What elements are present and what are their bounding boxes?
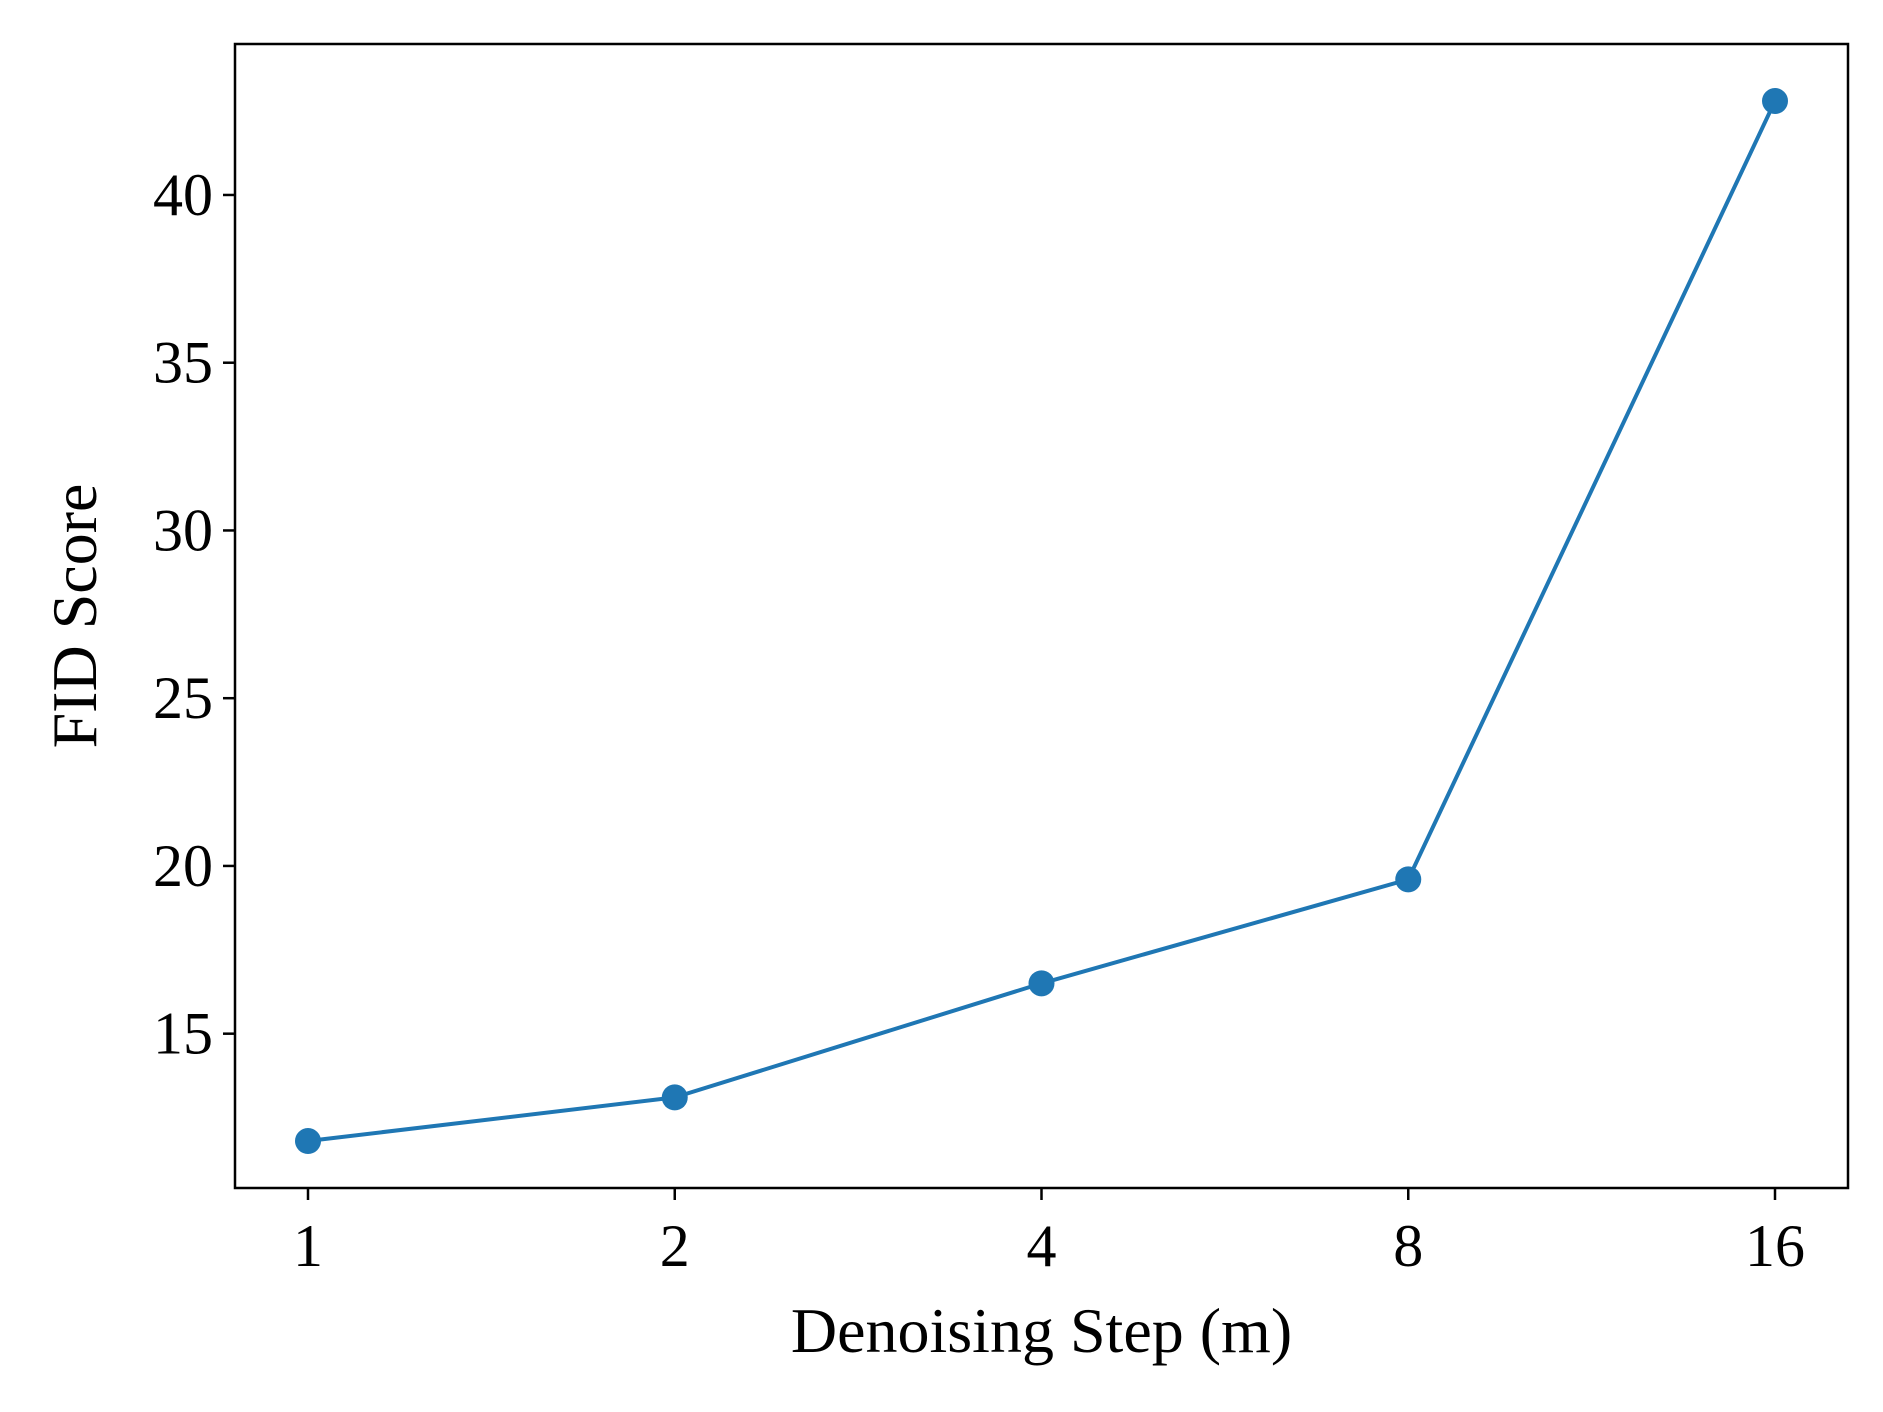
x-tick-label: 8: [1393, 1213, 1423, 1279]
y-axis-ticks: 15 20 25 30 35 40: [153, 162, 235, 1067]
y-tick-label: 30: [153, 497, 213, 563]
x-tick-label: 1: [293, 1213, 323, 1279]
y-axis-label: FID Score: [39, 484, 110, 749]
y-tick-label: 25: [153, 665, 213, 731]
data-point: [1395, 866, 1422, 893]
x-tick-label: 4: [1027, 1213, 1057, 1279]
data-point: [661, 1084, 688, 1111]
x-tick-label: 16: [1745, 1213, 1805, 1279]
y-tick-label: 35: [153, 330, 213, 396]
x-axis-label: Denoising Step (m): [791, 1295, 1292, 1366]
y-tick-label: 20: [153, 833, 213, 899]
y-tick-label: 40: [153, 162, 213, 228]
data-point: [295, 1128, 321, 1155]
plot-frame: [233, 42, 1850, 1190]
x-tick-label: 2: [660, 1213, 690, 1279]
series-layer: [295, 88, 1788, 1155]
data-point: [1028, 970, 1055, 997]
x-axis-ticks: 1 2 4 8 16: [293, 1188, 1805, 1279]
data-point: [1762, 88, 1788, 115]
y-tick-label: 15: [153, 1001, 213, 1067]
